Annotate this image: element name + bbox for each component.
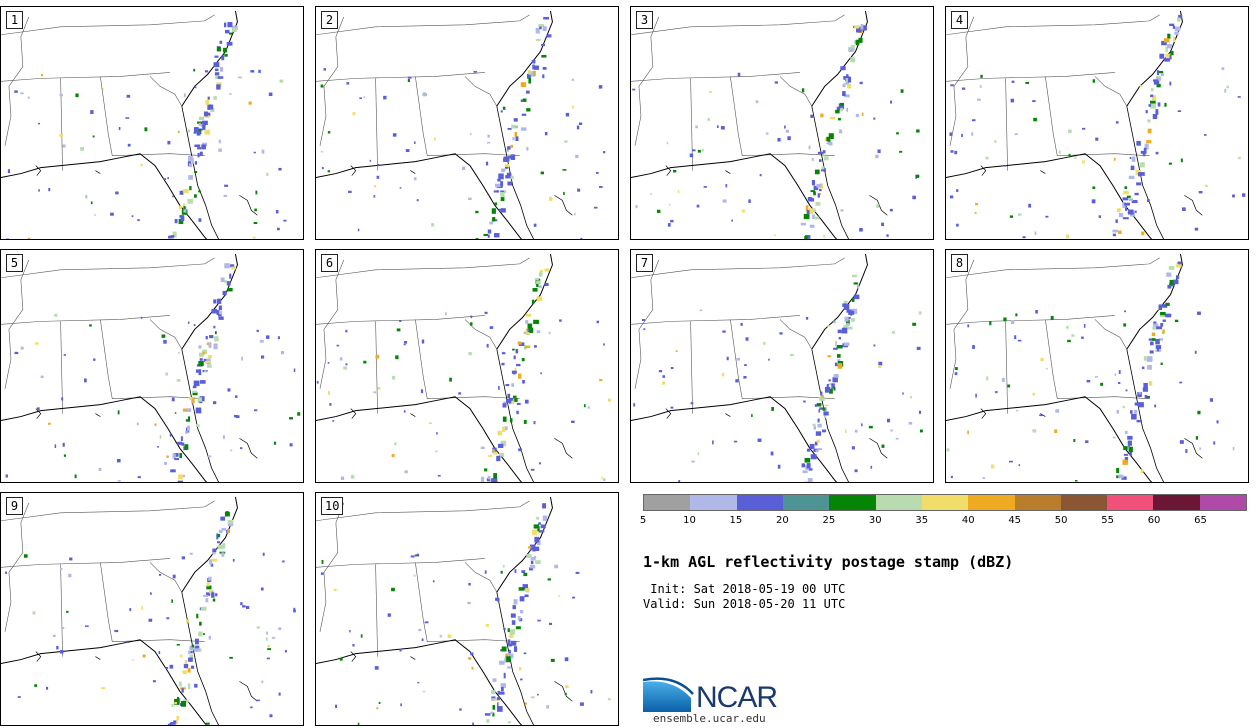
colorbar-tick-label: 10: [683, 515, 696, 526]
reflectivity-colorbar: [643, 494, 1247, 511]
member-label: 5: [6, 254, 23, 272]
ensemble-member-panel: 1: [0, 6, 304, 240]
ensemble-member-panel: 10: [315, 492, 619, 726]
ncar-logo-icon: [643, 677, 694, 712]
reflectivity-map: [316, 10, 606, 239]
colorbar-tick-label: 20: [776, 515, 789, 526]
member-label: 4: [951, 11, 968, 29]
reflectivity-map: [631, 253, 923, 482]
colorbar-tick-label: 60: [1147, 515, 1161, 526]
ncar-logo-text: NCAR: [696, 681, 778, 714]
colorbar-swatch: [875, 495, 922, 510]
colorbar-swatch: [1107, 495, 1154, 510]
member-label: 9: [6, 497, 23, 515]
colorbar-tick-label: 15: [729, 515, 743, 526]
colorbar-swatch: [1060, 495, 1108, 510]
colorbar-tick-label: 5: [639, 515, 647, 526]
reflectivity-map: [1, 10, 287, 239]
colorbar-tick-label: 55: [1101, 515, 1114, 526]
ensemble-member-panel: 4: [945, 6, 1249, 240]
ensemble-member-panel: 6: [315, 249, 619, 483]
member-label: 2: [321, 11, 338, 29]
reflectivity-map: [631, 10, 920, 239]
colorbar-swatch: [1199, 495, 1247, 510]
colorbar-swatch: [829, 495, 876, 510]
reflectivity-map: [316, 253, 611, 482]
reflectivity-map: [316, 496, 611, 725]
colorbar-swatch: [736, 495, 783, 510]
figure-title: 1-km AGL reflectivity postage stamp (dBZ…: [643, 553, 1014, 571]
ensemble-member-panel: 5: [0, 249, 304, 483]
init-time: Init: Sat 2018-05-19 00 UTC: [643, 582, 846, 596]
member-label: 10: [321, 497, 344, 515]
colorbar-ticks: 5 10 15 20 25 30 35 40 45 50 55 60 65: [639, 515, 1247, 529]
ensemble-member-panel: 7: [630, 249, 934, 483]
reflectivity-map: [1, 496, 296, 725]
colorbar-tick-label: 40: [961, 515, 975, 526]
member-label: 8: [951, 254, 968, 272]
ensemble-member-panel: 9: [0, 492, 304, 726]
colorbar-tick-label: 25: [822, 515, 836, 526]
ensemble-member-panel: 2: [315, 6, 619, 240]
valid-time: Valid: Sun 2018-05-20 11 UTC: [643, 597, 846, 611]
colorbar-swatch: [782, 495, 830, 510]
reflectivity-map: [1, 253, 301, 482]
logo-url: ensemble.ucar.edu: [653, 712, 766, 725]
member-label: 6: [321, 254, 338, 272]
member-label: 7: [636, 254, 653, 272]
colorbar-swatch: [1153, 495, 1200, 510]
reflectivity-map: [946, 253, 1235, 482]
colorbar-swatch: [921, 495, 969, 510]
colorbar-tick-label: 30: [868, 515, 882, 526]
colorbar-swatch: [644, 495, 691, 510]
colorbar-swatch: [1014, 495, 1061, 510]
ensemble-member-panel: 8: [945, 249, 1249, 483]
member-label: 1: [6, 11, 23, 29]
reflectivity-map: [946, 10, 1246, 239]
colorbar-tick-label: 65: [1194, 515, 1207, 526]
colorbar-tick-label: 50: [1054, 515, 1068, 526]
colorbar-tick-label: 35: [915, 515, 929, 526]
colorbar-swatch: [968, 495, 1015, 510]
member-label: 3: [636, 11, 653, 29]
ensemble-member-panel: 3: [630, 6, 934, 240]
colorbar-tick-label: 45: [1008, 515, 1022, 526]
colorbar-swatch: [690, 495, 737, 510]
